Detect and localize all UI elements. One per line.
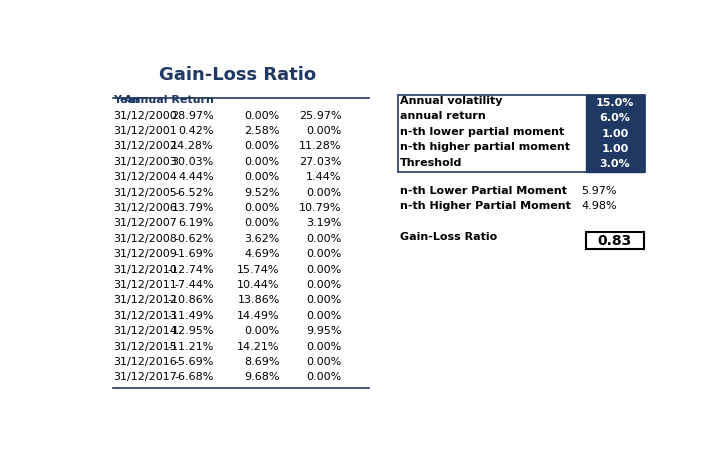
Text: 4.69%: 4.69% [244,249,280,259]
Text: 0.00%: 0.00% [244,203,280,213]
Text: 9.52%: 9.52% [244,188,280,198]
Text: 0.00%: 0.00% [306,311,342,321]
Text: 0.00%: 0.00% [306,188,342,198]
FancyBboxPatch shape [586,126,644,141]
Text: 8.69%: 8.69% [244,357,280,367]
FancyBboxPatch shape [586,110,644,126]
Text: 10.44%: 10.44% [237,280,280,290]
Text: 4.98%: 4.98% [581,201,617,212]
Text: 28.97%: 28.97% [171,110,214,121]
Text: Gain-Loss Ratio: Gain-Loss Ratio [159,66,316,84]
Text: 14.21%: 14.21% [237,342,280,351]
Text: -1.69%: -1.69% [175,249,214,259]
Text: 0.00%: 0.00% [306,265,342,274]
Text: 0.00%: 0.00% [306,126,342,136]
Text: 27.03%: 27.03% [299,157,342,167]
Text: 31/12/2003: 31/12/2003 [113,157,177,167]
Text: Annual Return: Annual Return [124,95,214,105]
Text: 31/12/2008: 31/12/2008 [113,234,177,244]
Text: 1.44%: 1.44% [306,172,342,182]
Text: 0.42%: 0.42% [178,126,214,136]
Text: -0.62%: -0.62% [175,234,214,244]
Text: 0.00%: 0.00% [306,295,342,305]
Text: 31/12/2012: 31/12/2012 [113,295,177,305]
Text: 14.28%: 14.28% [171,141,214,151]
Text: 31/12/2004: 31/12/2004 [113,172,177,182]
Text: 30.03%: 30.03% [172,157,214,167]
Text: 0.00%: 0.00% [306,249,342,259]
Text: 31/12/2016: 31/12/2016 [113,357,177,367]
Text: Threshold: Threshold [400,158,462,168]
Text: 31/12/2011: 31/12/2011 [113,280,177,290]
Text: 31/12/2002: 31/12/2002 [113,141,177,151]
Text: 10.79%: 10.79% [299,203,342,213]
Text: 31/12/2005: 31/12/2005 [113,188,177,198]
Text: 0.00%: 0.00% [244,326,280,336]
Text: -10.86%: -10.86% [168,295,214,305]
Text: 0.00%: 0.00% [244,110,280,121]
Text: 15.74%: 15.74% [237,265,280,274]
Text: 31/12/2017: 31/12/2017 [113,372,177,383]
Text: 13.86%: 13.86% [237,295,280,305]
Text: 31/12/2006: 31/12/2006 [113,203,177,213]
Text: n-th Higher Partial Moment: n-th Higher Partial Moment [400,201,571,212]
Text: n-th higher partial moment: n-th higher partial moment [400,142,570,152]
Text: Year: Year [113,95,141,105]
Text: 31/12/2013: 31/12/2013 [113,311,177,321]
Text: -12.74%: -12.74% [168,265,214,274]
Text: n-th Lower Partial Moment: n-th Lower Partial Moment [400,186,567,196]
Text: Gain-Loss Ratio: Gain-Loss Ratio [400,232,497,242]
Text: 3.62%: 3.62% [244,234,280,244]
Text: 1.00: 1.00 [601,144,628,154]
FancyBboxPatch shape [586,141,644,157]
Text: 5.97%: 5.97% [582,186,617,196]
Text: 3.0%: 3.0% [600,159,631,170]
Text: 0.00%: 0.00% [306,342,342,351]
Text: 9.68%: 9.68% [244,372,280,383]
Text: 31/12/2009: 31/12/2009 [113,249,177,259]
Text: 31/12/2010: 31/12/2010 [113,265,177,274]
Text: -11.21%: -11.21% [168,342,214,351]
Text: 25.97%: 25.97% [299,110,342,121]
Text: 0.00%: 0.00% [306,280,342,290]
Text: 0.00%: 0.00% [306,234,342,244]
Text: 0.00%: 0.00% [244,219,280,228]
FancyBboxPatch shape [586,157,644,172]
Text: 6.19%: 6.19% [178,219,214,228]
Text: -11.49%: -11.49% [168,311,214,321]
Text: 31/12/2000: 31/12/2000 [113,110,177,121]
Text: -6.68%: -6.68% [175,372,214,383]
Text: 12.95%: 12.95% [171,326,214,336]
Text: annual return: annual return [400,111,485,121]
Text: 14.49%: 14.49% [237,311,280,321]
Text: 0.00%: 0.00% [306,357,342,367]
Text: 0.00%: 0.00% [244,141,280,151]
Text: 31/12/2014: 31/12/2014 [113,326,177,336]
Text: 4.44%: 4.44% [178,172,214,182]
Text: 6.0%: 6.0% [600,113,631,123]
Text: 0.00%: 0.00% [306,372,342,383]
FancyBboxPatch shape [586,95,644,110]
Text: 0.00%: 0.00% [244,157,280,167]
Text: 31/12/2001: 31/12/2001 [113,126,177,136]
Text: 11.28%: 11.28% [299,141,342,151]
Text: 15.0%: 15.0% [596,98,634,108]
Text: 0.83: 0.83 [597,234,632,248]
Text: 3.19%: 3.19% [306,219,342,228]
Text: -6.52%: -6.52% [175,188,214,198]
Text: 1.00: 1.00 [601,129,628,139]
Text: 31/12/2007: 31/12/2007 [113,219,177,228]
FancyBboxPatch shape [586,232,644,249]
Text: 2.58%: 2.58% [244,126,280,136]
Text: 0.00%: 0.00% [244,172,280,182]
Text: 31/12/2015: 31/12/2015 [113,342,177,351]
Text: 9.95%: 9.95% [306,326,342,336]
Text: 13.79%: 13.79% [171,203,214,213]
Text: Annual volatility: Annual volatility [400,96,503,106]
Text: -7.44%: -7.44% [174,280,214,290]
Text: -5.69%: -5.69% [175,357,214,367]
Text: n-th lower partial moment: n-th lower partial moment [400,127,564,137]
